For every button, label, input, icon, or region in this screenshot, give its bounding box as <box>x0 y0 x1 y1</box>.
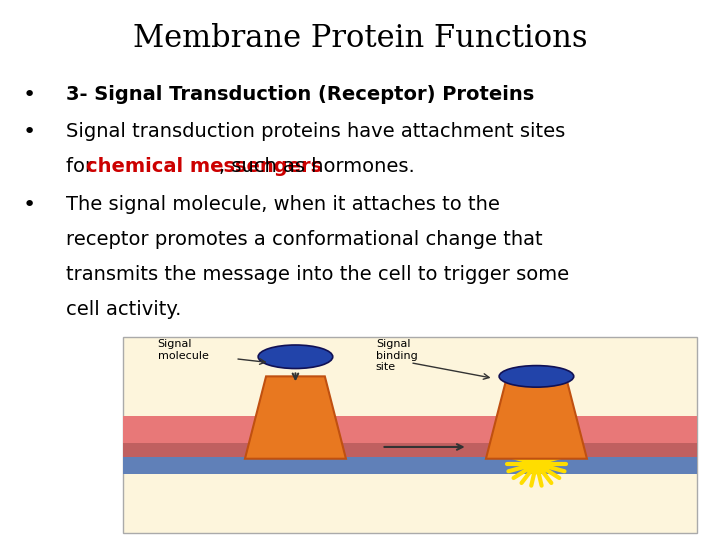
Polygon shape <box>245 376 346 458</box>
Text: •: • <box>23 195 36 215</box>
Text: Signal
binding
site: Signal binding site <box>376 339 418 372</box>
Text: cell activity.: cell activity. <box>66 300 181 319</box>
Text: •: • <box>23 85 36 105</box>
Bar <box>123 457 697 475</box>
Bar <box>123 337 697 533</box>
Text: for: for <box>66 157 99 176</box>
Text: , such as hormones.: , such as hormones. <box>219 157 415 176</box>
Ellipse shape <box>258 345 333 368</box>
Text: The signal molecule, when it attaches to the: The signal molecule, when it attaches to… <box>66 195 500 214</box>
Text: Signal
molecule: Signal molecule <box>158 339 209 361</box>
Text: chemical messengers: chemical messengers <box>86 157 322 176</box>
Text: 3- Signal Transduction (Receptor) Proteins: 3- Signal Transduction (Receptor) Protei… <box>66 85 534 104</box>
Text: Membrane Protein Functions: Membrane Protein Functions <box>132 23 588 54</box>
Bar <box>123 443 697 457</box>
Circle shape <box>522 453 551 474</box>
Polygon shape <box>486 376 587 458</box>
Text: transmits the message into the cell to trigger some: transmits the message into the cell to t… <box>66 265 569 284</box>
Text: •: • <box>23 122 36 142</box>
Text: receptor promotes a conformational change that: receptor promotes a conformational chang… <box>66 230 543 249</box>
Text: Signal transduction proteins have attachment sites: Signal transduction proteins have attach… <box>66 122 565 141</box>
Bar <box>123 416 697 443</box>
Ellipse shape <box>499 366 574 387</box>
